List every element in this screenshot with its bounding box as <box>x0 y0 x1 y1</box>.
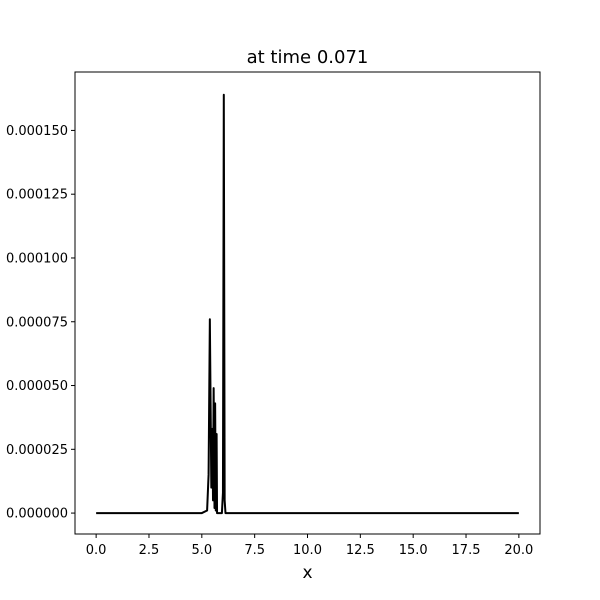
x-tick-label: 20.0 <box>504 543 533 558</box>
x-tick-label: 10.0 <box>293 543 322 558</box>
y-tick-label: 0.000000 <box>6 507 68 522</box>
y-tick-label: 0.000150 <box>6 124 68 139</box>
x-tick-label: 0.0 <box>86 543 107 558</box>
chart-title: at time 0.071 <box>247 47 369 68</box>
y-axis: 0.000000 0.000025 0.000050 0.000075 0.000100… <box>6 124 75 522</box>
x-tick-label: 7.5 <box>244 543 265 558</box>
x-axis: 0.0 2.5 5.0 7.5 10.0 12.5 15.0 17.5 20.0 <box>86 534 533 558</box>
y-tick-label: 0.000125 <box>6 188 68 203</box>
y-tick-label: 0.000025 <box>6 443 68 458</box>
y-tick-label: 0.000050 <box>6 379 68 394</box>
y-tick-label: 0.000075 <box>6 315 68 330</box>
plot-frame <box>74 71 541 535</box>
x-tick-label: 17.5 <box>452 543 481 558</box>
x-tick-label: 2.5 <box>139 543 160 558</box>
series-line <box>96 93 519 515</box>
x-axis-label: x <box>302 563 312 583</box>
x-tick-label: 12.5 <box>346 543 375 558</box>
y-tick-label: 0.000100 <box>6 251 68 266</box>
x-tick-label: 15.0 <box>399 543 428 558</box>
x-tick-label: 5.0 <box>191 543 212 558</box>
